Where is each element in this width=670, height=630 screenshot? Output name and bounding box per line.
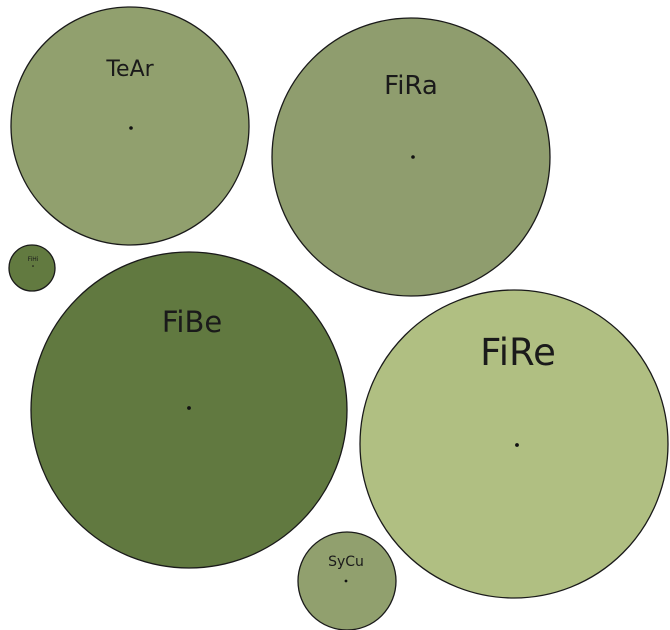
bubble-tear: TeAr [10,6,250,246]
bubble-fihi-center [32,265,34,267]
bubble-fire-center [515,443,519,447]
bubble-fibe: FiBe [30,251,348,569]
bubble-fire-label: FiRe [480,331,556,374]
bubble-fira-label: FiRa [384,71,438,101]
bubble-fibe-label: FiBe [162,305,222,339]
bubble-fihi: FiHi [8,244,56,292]
bubble-fihi-label: FiHi [28,256,39,263]
bubble-fihi-circle [8,244,56,292]
bubble-fibe-circle [30,251,348,569]
bubble-fire-circle [359,289,669,599]
bubble-fira-center [411,155,415,159]
bubble-tear-circle [10,6,250,246]
bubble-sycu-center [344,579,348,583]
bubble-sycu: SyCu [297,531,397,630]
bubble-fira-circle [271,17,551,297]
bubble-fira: FiRa [271,17,551,297]
bubble-fire: FiRe [359,289,669,599]
bubble-tear-center [129,126,133,130]
bubble-fibe-center [187,406,191,410]
bubble-sycu-label: SyCu [328,554,364,570]
bubble-tear-label: TeAr [105,57,154,82]
